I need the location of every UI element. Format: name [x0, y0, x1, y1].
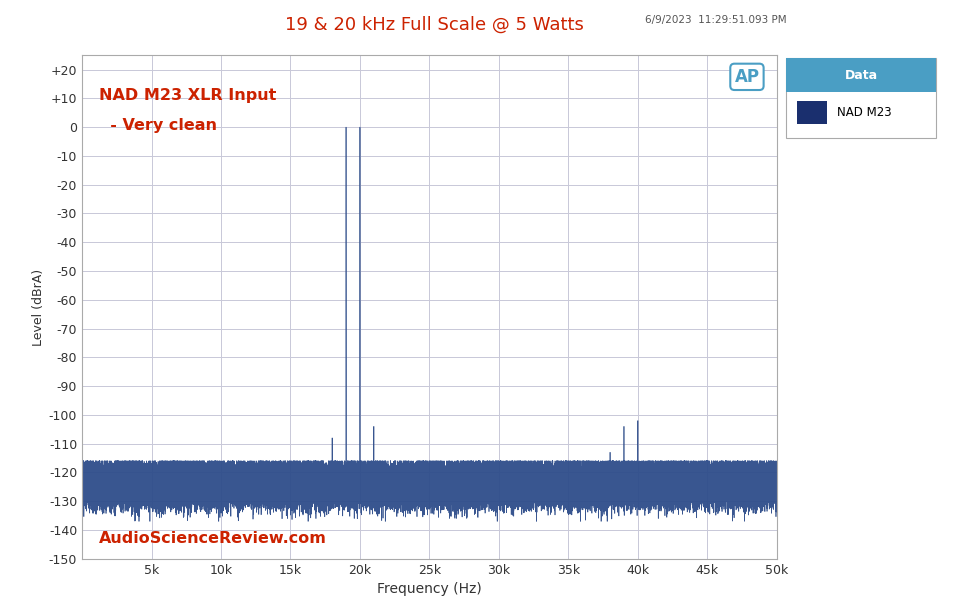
- Text: NAD M23: NAD M23: [838, 106, 892, 119]
- Text: AudioScienceReview.com: AudioScienceReview.com: [99, 531, 327, 546]
- FancyBboxPatch shape: [786, 58, 936, 92]
- Text: AP: AP: [734, 68, 759, 86]
- Text: NAD M23 XLR Input: NAD M23 XLR Input: [99, 88, 277, 103]
- Text: - Very clean: - Very clean: [99, 119, 217, 133]
- Bar: [797, 101, 827, 124]
- FancyBboxPatch shape: [786, 58, 936, 138]
- Text: 19 & 20 kHz Full Scale @ 5 Watts: 19 & 20 kHz Full Scale @ 5 Watts: [285, 15, 584, 33]
- X-axis label: Frequency (Hz): Frequency (Hz): [377, 582, 482, 596]
- Y-axis label: Level (dBrA): Level (dBrA): [32, 268, 44, 346]
- Text: 6/9/2023  11:29:51.093 PM: 6/9/2023 11:29:51.093 PM: [645, 15, 786, 25]
- Text: Data: Data: [844, 69, 878, 82]
